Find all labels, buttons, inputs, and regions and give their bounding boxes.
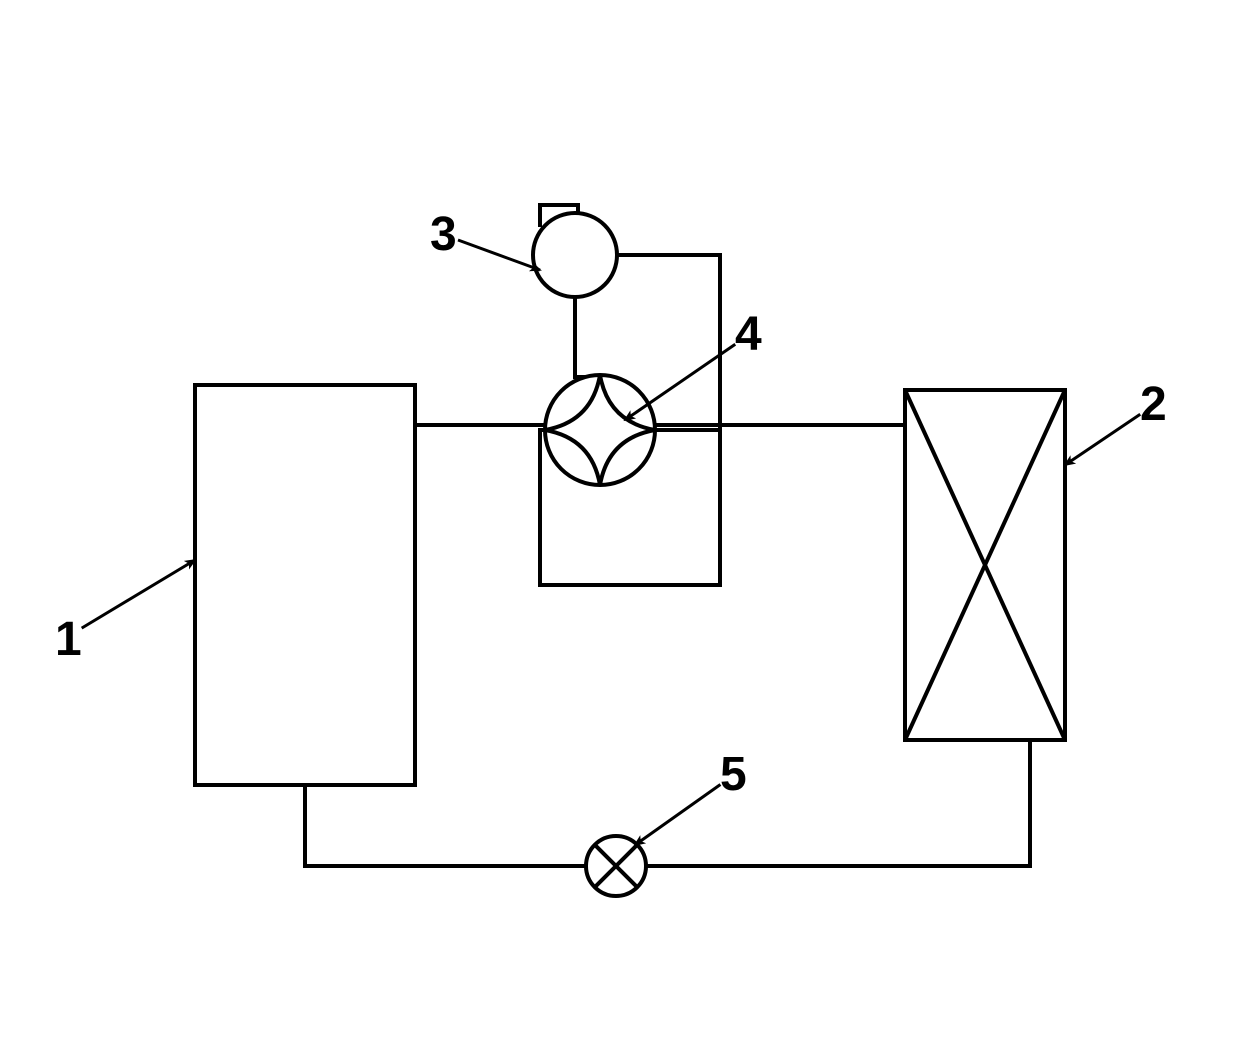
component-box-1: [195, 385, 415, 785]
diagram-label-5: 5: [720, 748, 747, 801]
diagram-label-1: 1: [55, 613, 82, 666]
diagram-label-2: 2: [1140, 378, 1167, 431]
diagram-label-3: 3: [430, 208, 457, 261]
diagram-label-4: 4: [735, 308, 762, 361]
compressor-icon: [533, 213, 617, 297]
four-way-valve-icon: [545, 375, 655, 485]
